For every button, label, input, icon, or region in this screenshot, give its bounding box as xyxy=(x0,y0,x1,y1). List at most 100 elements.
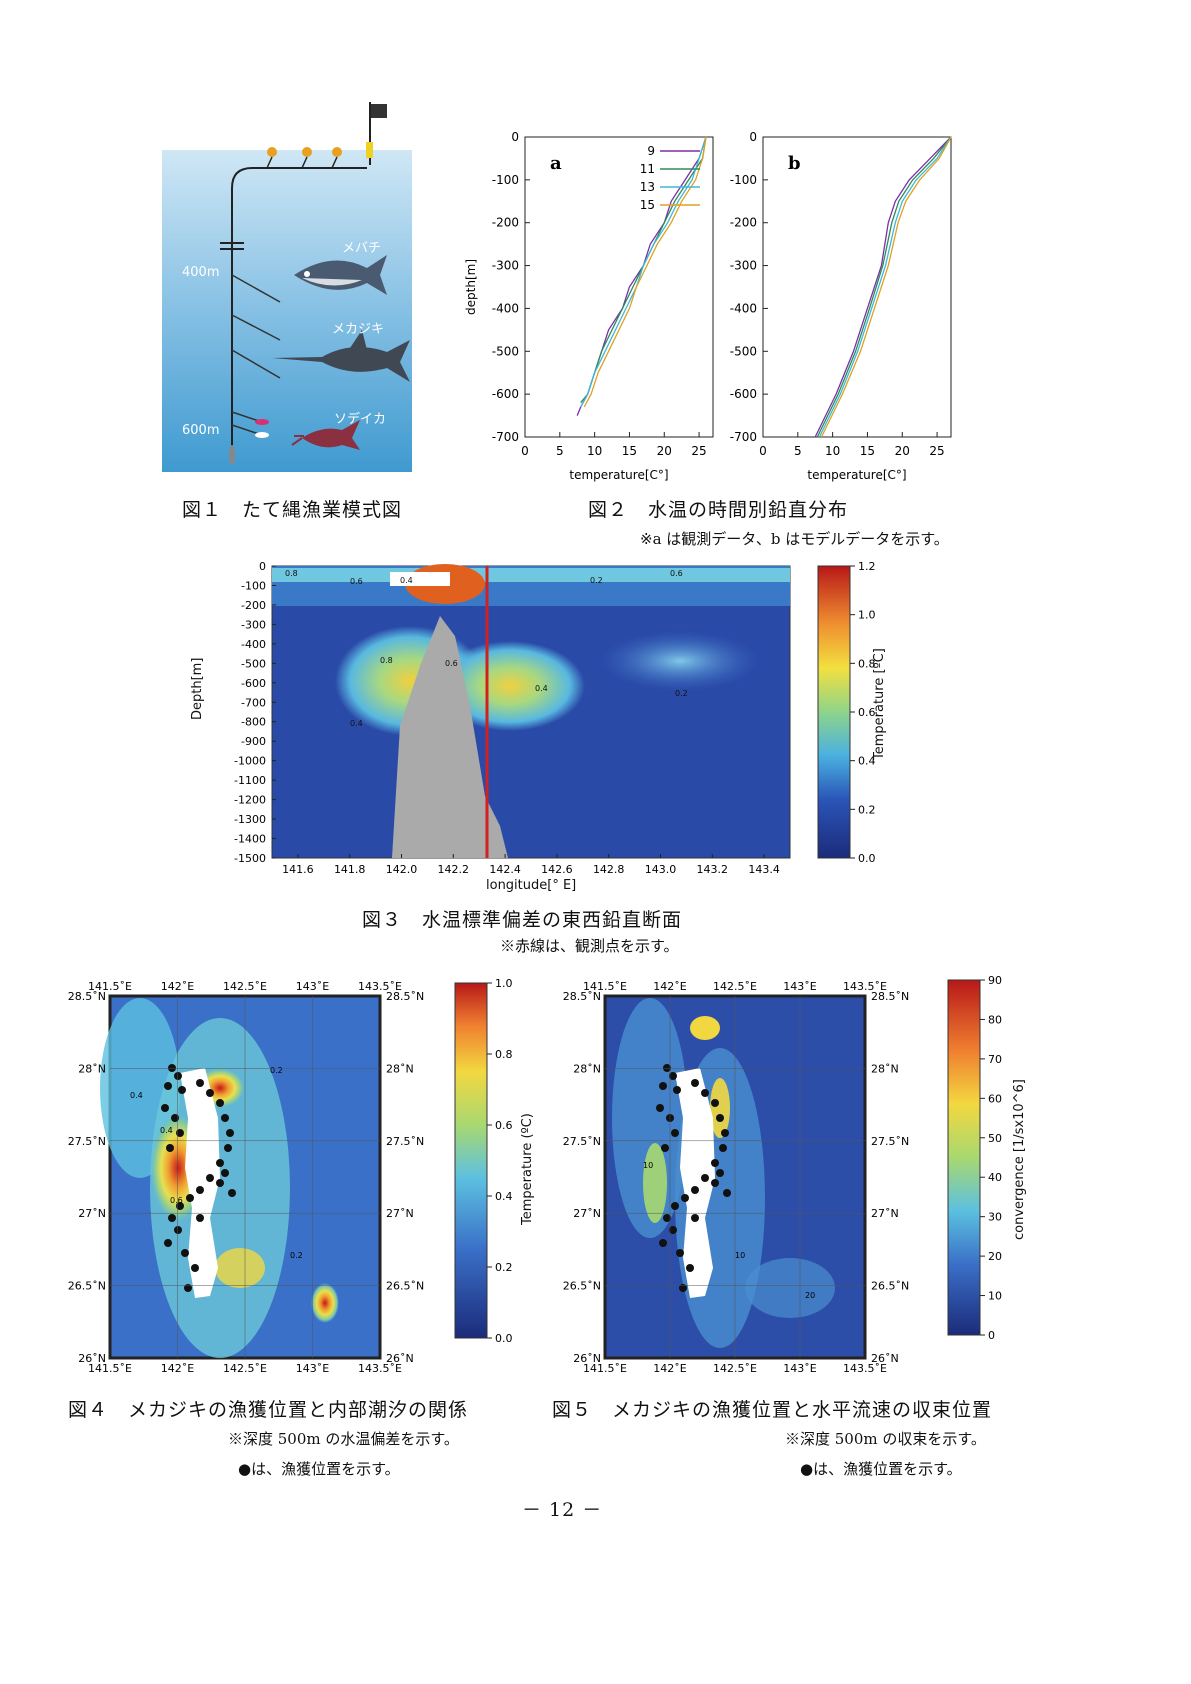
x-tick-label: 143.0 xyxy=(645,863,677,876)
x-axis-label: temperature[C°] xyxy=(569,468,668,482)
catch-position-dot xyxy=(216,1159,224,1167)
contour-label: 0.2 xyxy=(290,1251,303,1260)
series-line xyxy=(814,136,952,438)
colorbar-tick-label: 60 xyxy=(988,1092,1002,1105)
fish-label-bigeye: メバチ xyxy=(342,241,382,256)
catch-position-dot xyxy=(196,1214,204,1222)
island-shape xyxy=(675,1068,715,1298)
y-tick-label: -1200 xyxy=(234,794,266,807)
lon-tick-label-top: 143˚E xyxy=(783,980,816,993)
figure-2-caption: 図２ 水温の時間別鉛直分布 xyxy=(588,499,849,521)
figure-3-caption: 図３ 水温標準偏差の東西鉛直断面 xyxy=(362,909,683,931)
catch-position-dot xyxy=(719,1144,727,1152)
colorbar-tick-label: 0.0 xyxy=(858,852,876,865)
lon-tick-label-top: 142˚E xyxy=(653,980,686,993)
lat-tick-label-right: 26˚N xyxy=(386,1352,414,1365)
sea-background xyxy=(162,150,412,472)
y-tick-label: -300 xyxy=(241,618,266,631)
lat-tick-label-right: 27˚N xyxy=(871,1207,899,1220)
x-tick-label: 25 xyxy=(691,444,706,458)
colorbar-tick-label: 1.2 xyxy=(858,560,876,573)
figure-5-caption: 図５ メカジキの漁獲位置と水平流速の収束位置 xyxy=(552,1399,993,1421)
x-tick-label: 142.4 xyxy=(489,863,520,876)
catch-position-dot xyxy=(659,1239,667,1247)
y-tick-label: -1400 xyxy=(234,833,266,846)
contour-label: 0.4 xyxy=(535,684,548,693)
y-tick-label: -600 xyxy=(730,387,757,401)
lat-tick-label-right: 26.5˚N xyxy=(871,1280,909,1293)
y-tick-label: -500 xyxy=(241,657,266,670)
contour-label: 0.6 xyxy=(170,1196,183,1205)
fish-label-squid: ソデイカ xyxy=(334,412,387,427)
lon-tick-label-bottom: 143˚E xyxy=(296,1362,329,1375)
colorbar-tick-label: 0.8 xyxy=(495,1048,513,1061)
panel-label: a xyxy=(550,153,562,174)
figure-3-colorbar-label: Temperature [ºC] xyxy=(872,648,887,760)
depth-label-600: 600m xyxy=(182,423,220,438)
lat-tick-label-left: 28.5˚N xyxy=(563,990,601,1003)
catch-position-dot xyxy=(691,1079,699,1087)
lon-tick-label-bottom: 143.5˚E xyxy=(843,1362,887,1375)
contour-label: 0.6 xyxy=(670,569,683,578)
catch-position-dot xyxy=(168,1214,176,1222)
catch-position-dot xyxy=(659,1082,667,1090)
colorbar-tick-label: 70 xyxy=(988,1053,1002,1066)
x-tick-label: 15 xyxy=(860,444,875,458)
catch-position-dot xyxy=(196,1079,204,1087)
catch-position-dot xyxy=(673,1086,681,1094)
catch-position-dot xyxy=(184,1284,192,1292)
catch-position-dot xyxy=(669,1226,677,1234)
figure-4-note-2: ●は、漁獲位置を示す。 xyxy=(238,1460,400,1478)
colorbar-tick-label: 0.8 xyxy=(858,657,876,670)
figure-4-caption: 図４ メカジキの漁獲位置と内部潮汐の関係 xyxy=(68,1399,469,1421)
catch-position-dot xyxy=(228,1189,236,1197)
catch-position-dot xyxy=(164,1239,172,1247)
lon-tick-label-top: 143.5˚E xyxy=(358,980,402,993)
catch-position-dot xyxy=(671,1202,679,1210)
catch-position-dot xyxy=(716,1114,724,1122)
y-tick-label: -200 xyxy=(492,216,519,230)
figure-3-ylabel: Depth[m] xyxy=(190,657,205,720)
flag-icon xyxy=(371,104,387,118)
lat-tick-label-left: 27.5˚N xyxy=(68,1135,106,1148)
catch-position-dot xyxy=(221,1169,229,1177)
figure-5-map: 10 10 20 141.5˚E 141.5˚E 142˚E 142˚E 142.5˚E 14… xyxy=(555,968,1075,1378)
catch-position-dot xyxy=(679,1284,687,1292)
colorbar-tick-label: 0.6 xyxy=(858,706,876,719)
lat-tick-label-left: 28˚N xyxy=(573,1062,601,1075)
catch-position-dot xyxy=(716,1169,724,1177)
contour-label: 20 xyxy=(805,1291,815,1300)
catch-position-dot xyxy=(216,1099,224,1107)
legend-label: 15 xyxy=(640,198,655,212)
catch-position-dot xyxy=(701,1089,709,1097)
catch-position-dot xyxy=(676,1249,684,1257)
y-tick-label: -200 xyxy=(730,216,757,230)
colorbar-tick-label: 80 xyxy=(988,1013,1002,1026)
lon-tick-label-bottom: 142.5˚E xyxy=(713,1362,757,1375)
contour-label: 10 xyxy=(735,1251,745,1260)
figure-4-note-1: ※深度 500m の水温偏差を示す。 xyxy=(228,1430,459,1448)
contour-label: 0.6 xyxy=(445,659,458,668)
contour-label: 0.2 xyxy=(270,1066,283,1075)
colorbar-tick-label: 1.0 xyxy=(495,977,513,990)
catch-position-dot xyxy=(681,1194,689,1202)
x-tick-label: 143.4 xyxy=(748,863,780,876)
catch-position-dot xyxy=(671,1129,679,1137)
y-tick-label: -700 xyxy=(730,430,757,444)
y-tick-label: -100 xyxy=(241,579,266,592)
lon-tick-label-top: 141.5˚E xyxy=(88,980,132,993)
lat-tick-label-right: 28˚N xyxy=(871,1062,899,1075)
y-tick-label: -1500 xyxy=(234,852,266,865)
fish-label-swordfish: メカジキ xyxy=(332,322,385,337)
x-tick-label: 5 xyxy=(556,444,564,458)
figure-3-section: 141.6 141.8 142.0 142.2 142.4 142.6 142.8 143.0… xyxy=(200,556,900,901)
page-number: － 12 － xyxy=(522,1499,603,1521)
contour-label: 0.2 xyxy=(590,576,603,585)
lat-tick-label-left: 26.5˚N xyxy=(563,1280,601,1293)
bigeye-tuna-icon xyxy=(294,255,387,295)
lon-tick-label-bottom: 141.5˚E xyxy=(583,1362,627,1375)
lat-tick-label-left: 26.5˚N xyxy=(68,1280,106,1293)
figure-4-map: 0.4 0.2 0.4 0.6 0.2 141.5˚E 141.5˚E 142˚E 142˚E… xyxy=(60,968,580,1378)
legend-label: 11 xyxy=(640,162,655,176)
